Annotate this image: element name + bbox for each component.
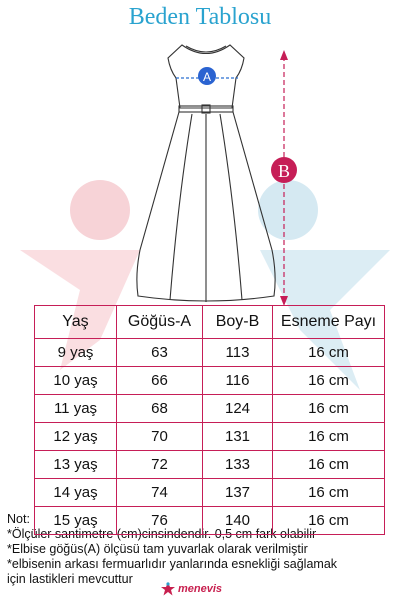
size-table: Yaş Göğüs-A Boy-B Esneme Payı 9 yaş 63 1… [34, 305, 385, 535]
table-row: 11 yaş 68 124 16 cm [34, 394, 385, 423]
cell-stretch: 16 cm [272, 394, 385, 423]
notes-heading: Not: [7, 512, 30, 526]
table-row: 10 yaş 66 116 16 cm [34, 366, 385, 395]
table-header-row: Yaş Göğüs-A Boy-B Esneme Payı [34, 305, 385, 339]
header-stretch: Esneme Payı [272, 305, 385, 339]
cell-stretch: 16 cm [272, 422, 385, 451]
dress-waist-belt [178, 105, 234, 113]
header-length: Boy-B [202, 305, 273, 339]
cell-age: 14 yaş [34, 478, 117, 507]
cell-chest: 63 [116, 338, 203, 367]
note-line: için lastikleri mevcuttur [7, 572, 133, 586]
dress-belt-buckle [201, 104, 211, 114]
length-arrow-top [280, 50, 288, 60]
marker-b-label: B [278, 161, 290, 181]
cell-length: 131 [202, 422, 273, 451]
decor-circle-red [70, 180, 130, 240]
cell-chest: 74 [116, 478, 203, 507]
marker-b-circle [271, 157, 297, 183]
brand-logo: menevis [160, 580, 222, 598]
decor-circle-blue [258, 180, 318, 240]
cell-age: 11 yaş [34, 394, 117, 423]
page-title: Beden Tablosu [128, 4, 272, 30]
header-chest: Göğüs-A [116, 305, 203, 339]
dress-neckline [185, 45, 227, 53]
cell-age: 12 yaş [34, 422, 117, 451]
cell-length: 113 [202, 338, 273, 367]
cell-chest: 70 [116, 422, 203, 451]
cell-length: 124 [202, 394, 273, 423]
cell-stretch: 16 cm [272, 506, 385, 535]
cell-age: 15 yaş [34, 506, 117, 535]
cell-age: 13 yaş [34, 450, 117, 479]
table-row: 12 yaş 70 131 16 cm [34, 422, 385, 451]
length-arrow-bottom [280, 296, 288, 306]
marker-a-circle [198, 67, 216, 85]
dress-skirt-fold-3 [219, 113, 243, 301]
cell-chest: 66 [116, 366, 203, 395]
cell-length: 116 [202, 366, 273, 395]
note-line: *elbisenin arkası fermuarlıdır yanlarınd… [7, 557, 338, 571]
note-line: *Elbise göğüs(A) ölçüsü tam yuvarlak ola… [7, 542, 308, 556]
cell-age: 10 yaş [34, 366, 117, 395]
table-row: 15 yaş 76 140 16 cm [34, 506, 385, 535]
cell-length: 140 [202, 506, 273, 535]
dress-bodice [167, 44, 245, 109]
dress-illustration: A B [136, 44, 297, 306]
cell-stretch: 16 cm [272, 450, 385, 479]
table-row: 9 yaş 63 113 16 cm [34, 338, 385, 367]
cell-stretch: 16 cm [272, 366, 385, 395]
cell-chest: 68 [116, 394, 203, 423]
cell-chest: 76 [116, 506, 203, 535]
cell-chest: 72 [116, 450, 203, 479]
cell-length: 133 [202, 450, 273, 479]
header-age: Yaş [34, 305, 117, 339]
cell-age: 9 yaş [34, 338, 117, 367]
marker-a-label: A [203, 70, 211, 84]
table-row: 14 yaş 74 137 16 cm [34, 478, 385, 507]
dress-skirt-fold-1 [169, 113, 193, 301]
cell-stretch: 16 cm [272, 478, 385, 507]
brand-logo-text: menevis [178, 583, 223, 595]
cell-stretch: 16 cm [272, 338, 385, 367]
table-row: 13 yaş 72 133 16 cm [34, 450, 385, 479]
cell-length: 137 [202, 478, 273, 507]
star-person-icon [161, 582, 175, 596]
